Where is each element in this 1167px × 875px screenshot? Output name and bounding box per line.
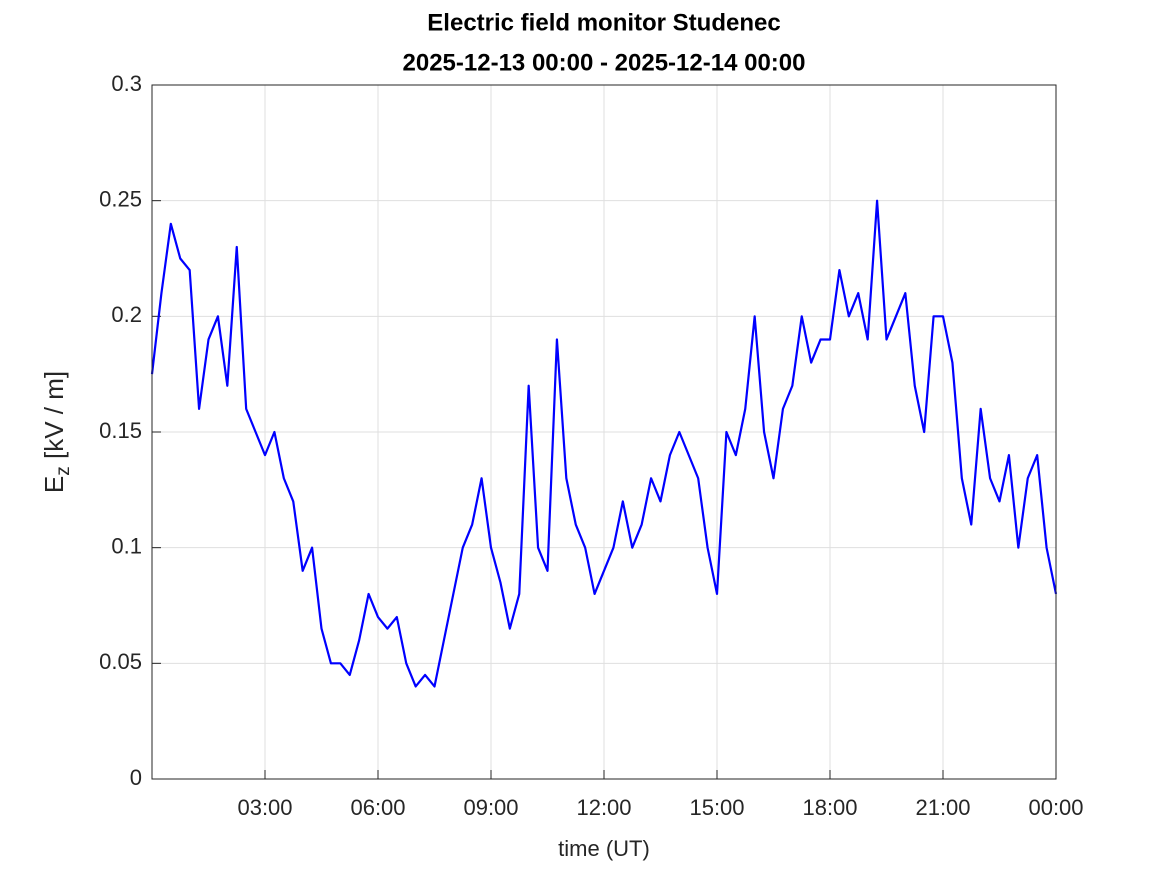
- y-label-rest: [kV / m]: [39, 371, 69, 466]
- chart-subtitle: 2025-12-13 00:00 - 2025-12-14 00:00: [403, 49, 806, 76]
- y-axis-label: Ez [kV / m]: [39, 371, 74, 493]
- y-tick-label: 0.3: [111, 71, 142, 96]
- x-tick-label: 21:00: [915, 795, 970, 820]
- y-tick-label: 0.05: [99, 649, 142, 674]
- y-label-sub: z: [53, 466, 74, 476]
- x-tick-label: 18:00: [802, 795, 857, 820]
- x-tick-label: 06:00: [350, 795, 405, 820]
- plot-frame: [151, 84, 1057, 780]
- y-tick-label: 0.25: [99, 186, 142, 211]
- y-tick-label: 0.15: [99, 418, 142, 443]
- y-tick-label: 0: [130, 765, 142, 790]
- chart-title: Electric field monitor Studenec: [427, 9, 780, 36]
- x-tick-label: 15:00: [689, 795, 744, 820]
- y-label-base: E: [39, 476, 69, 493]
- x-tick-label: 00:00: [1028, 795, 1083, 820]
- y-tick-label: 0.1: [111, 533, 142, 558]
- data-line: [150, 199, 1058, 688]
- x-axis-label: time (UT): [558, 836, 650, 861]
- x-tick-label: 12:00: [576, 795, 631, 820]
- y-tick-label: 0.2: [111, 302, 142, 327]
- x-tick-label: 03:00: [237, 795, 292, 820]
- x-tick-label: 09:00: [463, 795, 518, 820]
